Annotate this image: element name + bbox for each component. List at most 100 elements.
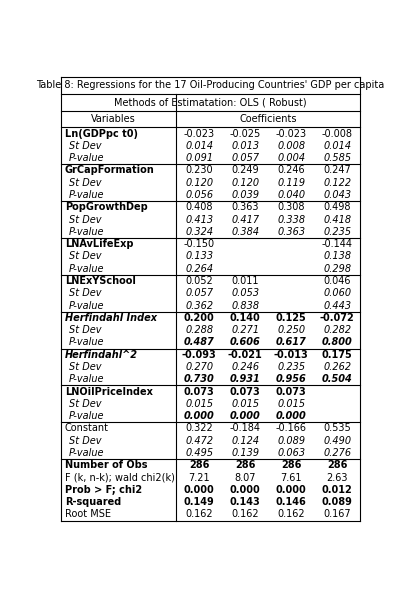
Text: LNAvLifeExp: LNAvLifeExp xyxy=(65,239,133,249)
Text: P-value: P-value xyxy=(69,264,104,274)
Text: -0.013: -0.013 xyxy=(274,350,309,360)
Text: 0.264: 0.264 xyxy=(185,264,213,274)
Text: 0.363: 0.363 xyxy=(231,202,259,212)
Text: 2.63: 2.63 xyxy=(327,473,348,482)
Text: -0.023: -0.023 xyxy=(184,129,215,138)
Text: 286: 286 xyxy=(189,460,210,470)
Text: 0.124: 0.124 xyxy=(231,436,259,446)
Text: St Dev: St Dev xyxy=(69,362,102,372)
Text: 0.246: 0.246 xyxy=(231,362,259,372)
Text: 0.384: 0.384 xyxy=(231,227,259,237)
Text: 0.246: 0.246 xyxy=(277,165,305,176)
Text: 0.143: 0.143 xyxy=(230,497,261,507)
Text: 286: 286 xyxy=(235,460,256,470)
Text: 0.015: 0.015 xyxy=(277,399,305,409)
Text: Table 8: Regressions for the 17 Oil-Producing Countries' GDP per capita: Table 8: Regressions for the 17 Oil-Prod… xyxy=(37,80,385,90)
Text: 0.040: 0.040 xyxy=(277,190,305,200)
Text: 0.011: 0.011 xyxy=(231,276,259,286)
Text: 0.606: 0.606 xyxy=(230,337,261,348)
Text: 0.490: 0.490 xyxy=(323,436,351,446)
Text: P-value: P-value xyxy=(69,301,104,310)
Text: 0.014: 0.014 xyxy=(323,141,351,151)
Text: 0.418: 0.418 xyxy=(323,215,351,225)
Text: 0.162: 0.162 xyxy=(231,509,259,519)
Text: 0.324: 0.324 xyxy=(185,227,213,237)
Text: 0.122: 0.122 xyxy=(323,178,351,188)
Text: 286: 286 xyxy=(327,460,348,470)
Text: Prob > F; chi2: Prob > F; chi2 xyxy=(65,485,142,495)
Text: 0.956: 0.956 xyxy=(276,374,307,384)
Text: St Dev: St Dev xyxy=(69,325,102,335)
Text: 0.362: 0.362 xyxy=(185,301,213,310)
Text: St Dev: St Dev xyxy=(69,288,102,298)
Text: P-value: P-value xyxy=(69,153,104,163)
Text: Constant: Constant xyxy=(65,423,109,433)
Text: 0.417: 0.417 xyxy=(231,215,259,225)
Text: 0.498: 0.498 xyxy=(323,202,351,212)
Text: 0.140: 0.140 xyxy=(230,313,261,323)
Text: 0.120: 0.120 xyxy=(231,178,259,188)
Text: 0.063: 0.063 xyxy=(277,448,305,458)
Text: 0.200: 0.200 xyxy=(184,313,215,323)
Text: 0.298: 0.298 xyxy=(323,264,351,274)
Text: 0.617: 0.617 xyxy=(276,337,307,348)
Text: 0.322: 0.322 xyxy=(185,423,213,433)
Text: 0.504: 0.504 xyxy=(322,374,353,384)
Text: -0.184: -0.184 xyxy=(230,423,261,433)
Text: 0.000: 0.000 xyxy=(276,411,307,421)
Text: 0.000: 0.000 xyxy=(184,485,215,495)
Text: 0.000: 0.000 xyxy=(276,485,307,495)
Text: 0.000: 0.000 xyxy=(230,485,261,495)
Text: LNOilPriceIndex: LNOilPriceIndex xyxy=(65,387,152,397)
Text: 0.125: 0.125 xyxy=(276,313,307,323)
Text: 0.408: 0.408 xyxy=(185,202,213,212)
Text: 0.338: 0.338 xyxy=(277,215,305,225)
Text: 0.120: 0.120 xyxy=(185,178,213,188)
Text: 0.931: 0.931 xyxy=(230,374,261,384)
Text: -0.072: -0.072 xyxy=(320,313,355,323)
Text: 0.053: 0.053 xyxy=(231,288,259,298)
Text: 0.139: 0.139 xyxy=(231,448,259,458)
Text: -0.023: -0.023 xyxy=(276,129,307,138)
Text: 0.276: 0.276 xyxy=(323,448,351,458)
Text: 0.004: 0.004 xyxy=(277,153,305,163)
Text: 0.015: 0.015 xyxy=(185,399,213,409)
Text: 0.056: 0.056 xyxy=(185,190,213,200)
Text: 0.046: 0.046 xyxy=(323,276,351,286)
Text: 0.495: 0.495 xyxy=(185,448,213,458)
Text: 0.443: 0.443 xyxy=(323,301,351,310)
Text: 0.073: 0.073 xyxy=(184,387,215,397)
Text: 0.073: 0.073 xyxy=(276,387,307,397)
Text: 0.060: 0.060 xyxy=(323,288,351,298)
Text: 0.000: 0.000 xyxy=(230,411,261,421)
Text: 0.472: 0.472 xyxy=(185,436,213,446)
Text: 7.61: 7.61 xyxy=(281,473,302,482)
Text: 0.308: 0.308 xyxy=(277,202,305,212)
Text: Herfindahl^2: Herfindahl^2 xyxy=(65,350,138,360)
Text: 0.014: 0.014 xyxy=(185,141,213,151)
Text: Number of Obs: Number of Obs xyxy=(65,460,147,470)
Text: 0.235: 0.235 xyxy=(323,227,351,237)
Text: 0.838: 0.838 xyxy=(231,301,259,310)
Text: 0.015: 0.015 xyxy=(231,399,259,409)
Text: 0.052: 0.052 xyxy=(185,276,213,286)
Text: 0.262: 0.262 xyxy=(323,362,351,372)
Text: GrCapFormation: GrCapFormation xyxy=(65,165,155,176)
Text: 0.730: 0.730 xyxy=(184,374,215,384)
Text: 0.585: 0.585 xyxy=(323,153,351,163)
Text: 0.119: 0.119 xyxy=(277,178,305,188)
Text: 7.21: 7.21 xyxy=(188,473,210,482)
Text: -0.093: -0.093 xyxy=(182,350,217,360)
Text: 0.271: 0.271 xyxy=(231,325,259,335)
Text: P-value: P-value xyxy=(69,337,104,348)
Text: Variables: Variables xyxy=(90,114,135,124)
Text: 0.057: 0.057 xyxy=(231,153,259,163)
Text: Coefficients: Coefficients xyxy=(240,114,297,124)
Text: Ln(GDPpc t0): Ln(GDPpc t0) xyxy=(65,129,138,138)
Text: 0.149: 0.149 xyxy=(184,497,215,507)
Text: 0.363: 0.363 xyxy=(277,227,305,237)
Text: 0.146: 0.146 xyxy=(276,497,307,507)
Text: St Dev: St Dev xyxy=(69,251,102,261)
Text: St Dev: St Dev xyxy=(69,141,102,151)
Text: -0.150: -0.150 xyxy=(184,239,215,249)
